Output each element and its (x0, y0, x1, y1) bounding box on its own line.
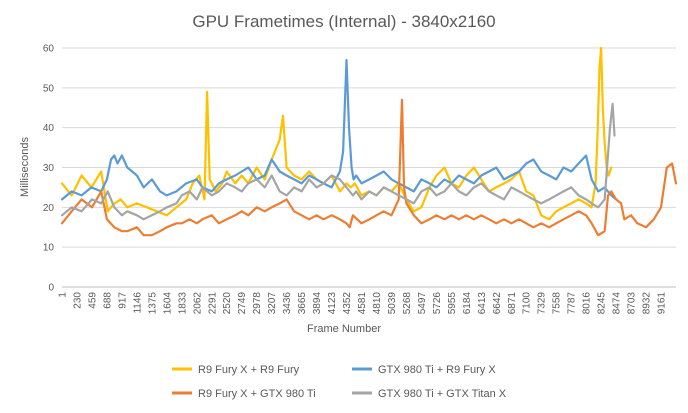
gridlines (62, 47, 676, 288)
x-tick-label: 4581 (357, 292, 368, 315)
y-tick-label: 30 (43, 163, 55, 174)
x-tick-label: 8474 (612, 292, 623, 315)
x-tick-label: 1146 (132, 292, 143, 314)
x-tick-label: 8016 (582, 292, 593, 315)
series-line-4 (60, 102, 616, 221)
x-tick-label: 2062 (192, 292, 203, 315)
x-tick-label: 5726 (432, 292, 443, 315)
chart-title: GPU Frametimes (Internal) - 3840x2160 (192, 12, 495, 31)
x-tick-label: 4123 (327, 292, 338, 315)
y-tick-label: 40 (43, 123, 55, 134)
x-tick-label: 1 (58, 292, 69, 298)
x-tick-label: 4810 (372, 292, 383, 315)
x-tick-label: 3665 (297, 292, 308, 315)
x-tick-label: 6871 (507, 292, 518, 315)
x-tick-label: 6413 (477, 292, 488, 315)
x-tick-label: 5497 (417, 292, 428, 315)
series-lines (60, 46, 678, 237)
x-tick-label: 5039 (387, 292, 398, 315)
x-tick-label: 5955 (447, 292, 458, 315)
x-tick-label: 917 (117, 292, 128, 309)
x-tick-label: 688 (102, 292, 113, 309)
x-tick-label: 2978 (252, 292, 263, 315)
x-tick-label: 6184 (462, 292, 473, 315)
series-line-2 (60, 58, 618, 201)
x-tick-label: 8932 (642, 292, 653, 315)
legend: R9 Fury X + R9 Fury GTX 980 Ti + R9 Fury … (172, 364, 507, 400)
legend-label: GTX 980 Ti + R9 Fury X (378, 364, 496, 376)
series-line-1 (60, 46, 613, 221)
y-tick-label: 0 (48, 283, 54, 294)
y-axis-title: Milliseconds (19, 137, 31, 197)
x-tick-label: 2291 (207, 292, 218, 315)
x-axis-title: Frame Number (307, 323, 381, 335)
x-tick-label: 3436 (282, 292, 293, 315)
x-tick-label: 459 (87, 292, 98, 309)
legend-label: R9 Fury X + GTX 980 Ti (198, 388, 316, 400)
x-tick-label: 7329 (537, 292, 548, 315)
x-tick-label: 1604 (162, 292, 173, 315)
series-line-3 (60, 98, 678, 237)
legend-label: GTX 980 Ti + GTX Titan X (378, 388, 507, 400)
x-tick-label: 6642 (492, 292, 503, 315)
x-tick-label: 8245 (597, 292, 608, 315)
y-tick-label: 50 (43, 83, 55, 94)
y-tick-label: 60 (43, 44, 55, 55)
x-tick-label: 2749 (237, 292, 248, 315)
x-tick-label: 7100 (522, 292, 533, 315)
y-axis-ticks: 0 10 20 30 40 50 60 (43, 44, 55, 294)
x-tick-label: 8703 (627, 292, 638, 315)
x-tick-label: 7558 (552, 292, 563, 315)
x-tick-label: 4352 (342, 292, 353, 315)
y-tick-label: 20 (43, 203, 55, 214)
x-tick-label: 2520 (222, 292, 233, 315)
x-tick-label: 5268 (402, 292, 413, 315)
x-tick-label: 1833 (177, 292, 188, 315)
x-tick-label: 1375 (147, 292, 158, 315)
x-axis-ticks: 1 230 459 688 917 1146 1375 1604 1833 2062 2291 252… (58, 292, 668, 315)
y-tick-label: 10 (43, 243, 55, 254)
legend-label: R9 Fury X + R9 Fury (198, 364, 300, 376)
x-tick-label: 9161 (657, 292, 668, 315)
x-tick-label: 7787 (567, 292, 578, 315)
x-tick-label: 230 (72, 292, 83, 309)
x-tick-label: 3207 (267, 292, 278, 315)
x-tick-label: 3894 (312, 292, 323, 315)
